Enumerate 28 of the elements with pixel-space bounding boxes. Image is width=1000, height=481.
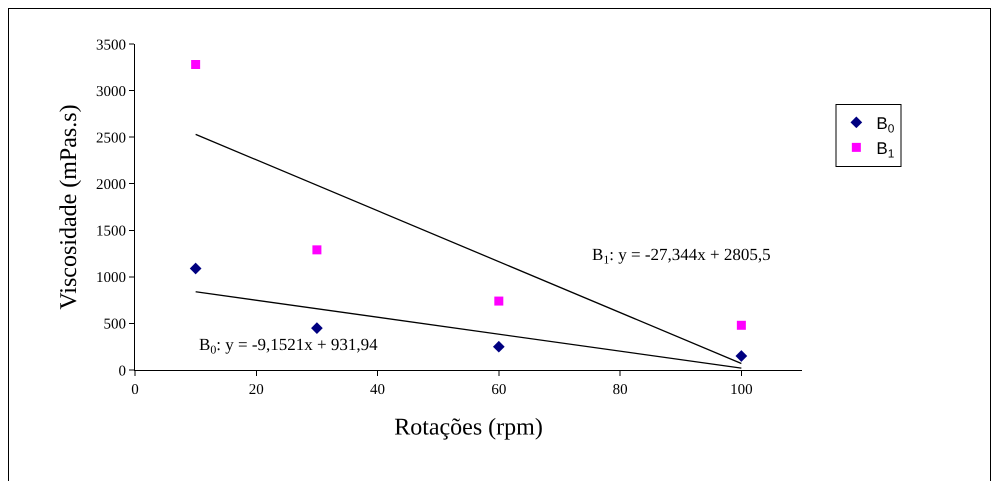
y-tick-label: 2000: [96, 176, 126, 193]
y-tick-label: 1500: [96, 224, 126, 240]
y-tick-label: 500: [104, 316, 126, 333]
x-tick-label: 40: [370, 382, 386, 398]
x-tick-label: 60: [491, 382, 506, 398]
x-tick-label: 20: [248, 382, 264, 398]
x-tick-label: 100: [730, 382, 753, 398]
point: [736, 350, 748, 362]
y-tick-label: 2500: [96, 130, 126, 146]
x-tick-label: 80: [612, 382, 628, 398]
annotation: B$_{0}$: y = -9,1521x + 931,94: [199, 335, 378, 357]
x-tick-label: 0: [131, 382, 139, 398]
legend-label: B$_{1}$: [876, 139, 895, 161]
point: [736, 320, 746, 330]
annotation: B$_{1}$: y = -27,344x + 2805,5: [592, 245, 771, 267]
point: [190, 262, 202, 274]
point: [191, 60, 200, 69]
y-tick-label: 3500: [96, 37, 126, 54]
point: [311, 322, 323, 334]
x-axis-title: Rotações (rpm): [394, 414, 543, 440]
point: [312, 245, 322, 254]
legend-label: B$_{0}$: [876, 114, 895, 136]
point: [492, 340, 505, 353]
y-tick-label: 0: [118, 363, 126, 380]
y-tick-label: 1000: [96, 270, 126, 286]
y-tick-label: 3000: [96, 84, 126, 100]
point: [494, 296, 504, 306]
y-axis-title: Viscosidade (mPas.s): [56, 104, 82, 310]
